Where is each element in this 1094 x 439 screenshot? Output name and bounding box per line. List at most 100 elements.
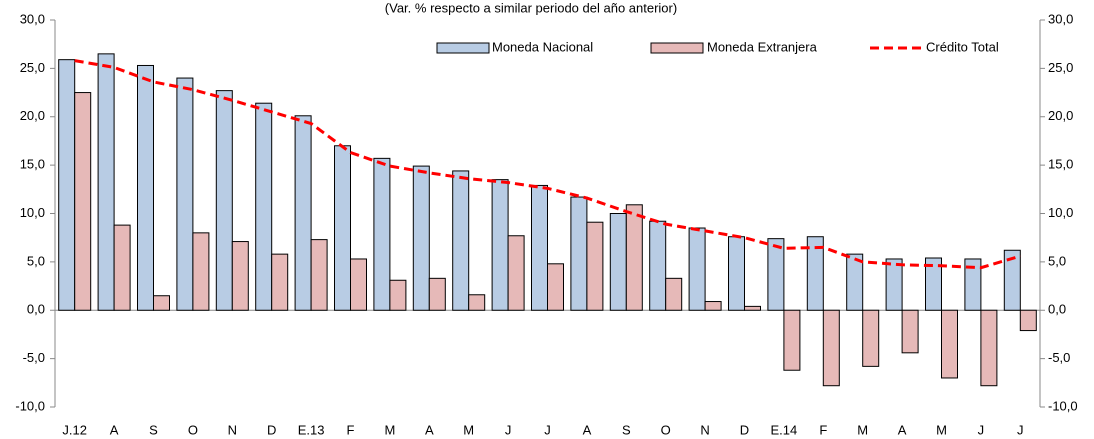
bar [531,184,548,311]
x-tick-label: J [1017,422,1024,437]
bar [428,277,446,311]
y-tick-label: -10,0 [15,398,45,413]
x-tick-label: A [110,422,119,437]
y-tick-label: 25,0 [20,60,45,75]
bar [452,170,470,311]
bar [744,305,761,311]
bar [58,59,76,311]
y-tick-label: 15,0 [20,157,45,172]
x-tick-label: M [384,422,395,437]
bar [491,179,509,311]
x-tick-label: M [936,422,947,437]
bar [1019,309,1037,332]
x-tick-label: N [700,422,709,437]
x-tick-label: O [661,422,671,437]
bar [767,238,785,311]
bar [310,239,328,311]
bar [507,235,525,311]
bar [412,165,430,311]
y2-tick-label: -5,0 [1048,350,1070,365]
x-tick-label: M [857,422,868,437]
bar [728,236,745,311]
legend-swatch [436,42,490,54]
x-tick-label: J [978,422,985,437]
y2-tick-label: 5,0 [1048,253,1066,268]
bar [271,253,289,311]
x-tick-label: E.13 [298,422,325,437]
bar [176,77,194,311]
y2-tick-label: 10,0 [1048,205,1073,220]
bar [964,258,982,311]
bar [231,241,249,311]
x-tick-label: A [898,422,907,437]
bar [586,221,604,311]
legend-label: Moneda Extranjera [707,39,818,54]
legend-label: Crédito Total [926,39,999,54]
bar [153,295,170,311]
bar [547,263,564,311]
bar [704,301,722,311]
bar [846,253,864,311]
x-tick-label: M [463,422,474,437]
x-tick-label: A [583,422,592,437]
bar [625,204,643,311]
x-tick-label: O [188,422,198,437]
x-tick-label: S [622,422,631,437]
y-tick-label: 5,0 [27,253,45,268]
y-tick-label: 10,0 [20,205,45,220]
bar [113,224,131,311]
bar [862,309,880,367]
bar [901,309,919,354]
bar [570,196,588,311]
bar [389,279,407,311]
x-tick-label: J.12 [62,422,87,437]
x-tick-label: S [149,422,158,437]
bar [294,115,312,311]
y2-tick-label: 15,0 [1048,157,1073,172]
bar [97,53,115,311]
bar [192,232,210,311]
y2-tick-label: 25,0 [1048,60,1073,75]
bar [255,102,273,311]
bar [373,157,391,311]
bar [822,309,840,387]
bar [609,213,627,311]
bar [885,258,903,311]
line-series [74,59,1021,270]
y2-tick-label: 0,0 [1048,302,1066,317]
x-tick-label: D [267,422,276,437]
bar [137,64,154,311]
x-tick-label: F [347,422,355,437]
x-tick-label: J [544,422,551,437]
y-tick-label: -5,0 [23,350,45,365]
y-tick-label: 30,0 [20,11,45,26]
bar [1003,249,1021,311]
y-tick-label: 20,0 [20,108,45,123]
bar [334,145,351,311]
x-tick-label: N [228,422,237,437]
x-tick-label: D [740,422,749,437]
bar [806,236,824,311]
legend-swatch [650,42,704,54]
x-tick-label: A [425,422,434,437]
bar [783,309,801,371]
bar [215,90,233,311]
bar [649,220,667,311]
bar [980,309,998,387]
bar [941,309,958,379]
bar [925,257,942,311]
legend-label: Moneda Nacional [492,39,593,54]
y2-tick-label: 30,0 [1048,11,1073,26]
x-tick-label: E.14 [771,422,798,437]
y2-tick-label: 20,0 [1048,108,1073,123]
bar [665,277,683,311]
x-tick-label: J [505,422,512,437]
x-tick-label: F [819,422,827,437]
y2-tick-label: -10,0 [1048,398,1078,413]
bar [468,294,486,311]
chart-subtitle: (Var. % respecto a similar periodo del a… [385,0,677,15]
bar [74,92,92,311]
y-tick-label: 0,0 [27,302,45,317]
bar [350,258,367,311]
